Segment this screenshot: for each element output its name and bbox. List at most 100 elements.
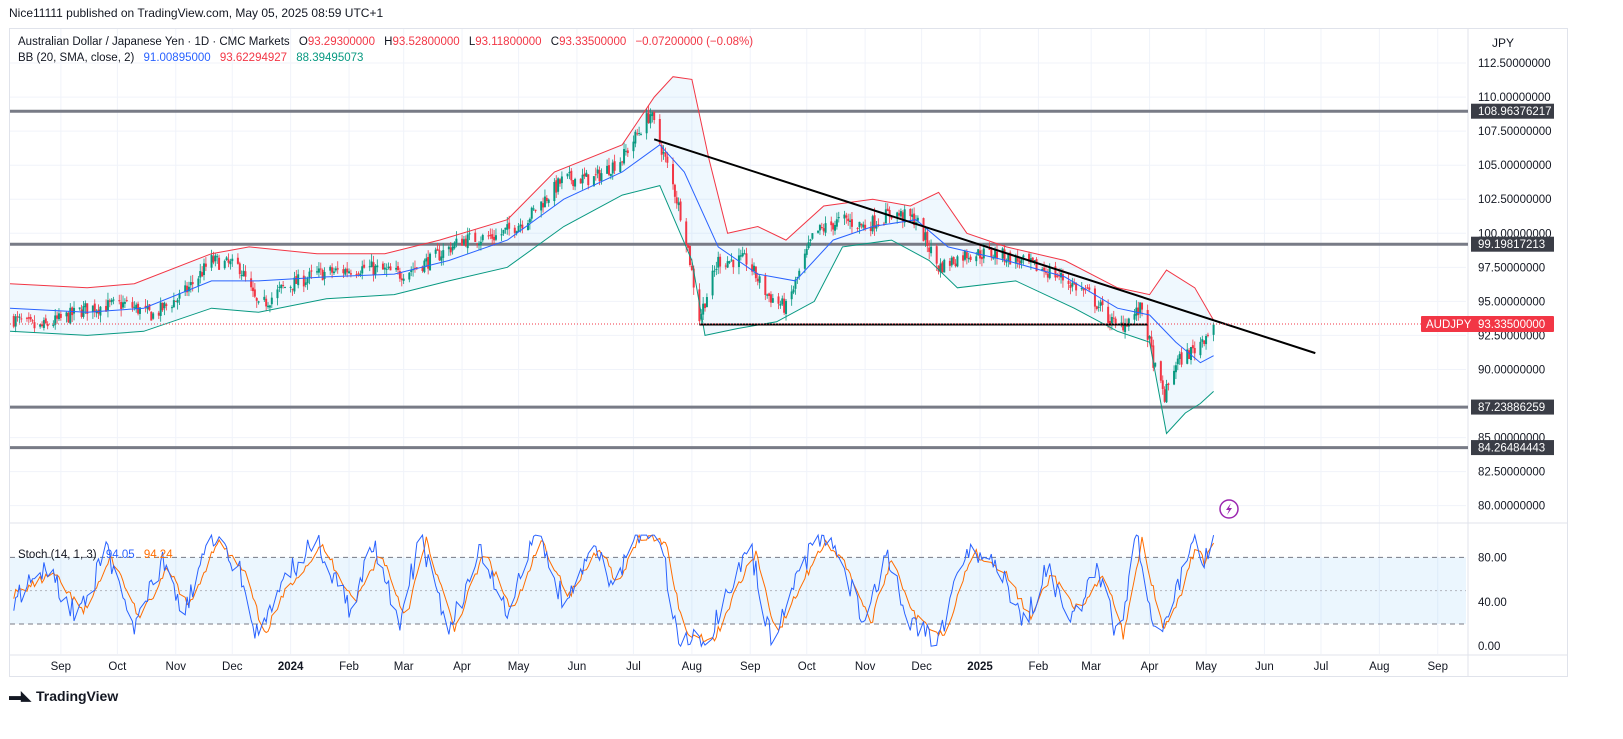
candle-body [937, 265, 940, 272]
candle-body [106, 300, 109, 311]
candle-body [280, 284, 283, 289]
candle-body [1043, 267, 1046, 272]
candle-body [862, 224, 865, 228]
candle-body [685, 221, 688, 246]
bb-label[interactable]: BB (20, SMA, close, 2) [18, 52, 135, 64]
candle-body [592, 176, 595, 187]
candle-body [623, 148, 626, 164]
candle-body [679, 201, 682, 221]
candle-body [1189, 346, 1192, 361]
candle-body [357, 273, 360, 275]
candle-body [566, 173, 569, 177]
candle-body [1163, 389, 1166, 402]
time-tick-label: Mar [1081, 661, 1101, 673]
candle-body [425, 258, 428, 262]
open-label: O [298, 36, 308, 48]
candle-body [1193, 347, 1196, 354]
candle-body [886, 208, 889, 212]
candle-body [943, 259, 946, 273]
candle-body [389, 266, 392, 271]
candle-body [348, 271, 351, 274]
candle-body [849, 220, 852, 222]
candle-body [651, 112, 654, 117]
price-tick-label: 80.00000000 [1478, 501, 1545, 513]
candle-body [645, 113, 648, 134]
candle-body [534, 209, 537, 212]
candle-body [1186, 349, 1189, 364]
candle-body [201, 272, 204, 277]
candle-body [504, 227, 507, 230]
candle-body [236, 257, 239, 264]
candle-body [871, 216, 874, 232]
candle-body [225, 257, 228, 260]
candle-body [1139, 302, 1142, 314]
lightning-icon[interactable] [1219, 499, 1239, 519]
candle-body [963, 250, 966, 260]
candle-body [218, 257, 221, 270]
candle-body [178, 292, 181, 299]
candle-body [449, 247, 452, 253]
candle-body [216, 256, 219, 258]
candle-body [244, 271, 247, 277]
stoch-k-line [13, 533, 1215, 648]
candle-body [52, 324, 55, 326]
candle-body [730, 259, 733, 261]
candle-body [86, 303, 89, 314]
candle-body [1093, 288, 1096, 307]
candle-body [451, 246, 454, 251]
price-axis: 112.50000000 110.00000000 107.50000000 105.… [1421, 58, 1554, 513]
candle-body [977, 249, 980, 256]
candle-body [1101, 300, 1104, 306]
stoch-label[interactable]: Stoch (14, 1, 3) [18, 549, 97, 561]
price-tick-label: 102.50000000 [1478, 194, 1552, 206]
candle-body [41, 324, 44, 327]
candle-body [702, 303, 705, 315]
lightning-icon-bolt [1226, 503, 1232, 515]
level-price-tag [1471, 440, 1554, 456]
candle-body [383, 267, 386, 270]
time-tick-label: Aug [1369, 661, 1389, 673]
candle-body [553, 181, 556, 202]
candle-body [621, 161, 624, 163]
candle-body [598, 169, 601, 182]
candle-body [732, 259, 735, 268]
candle-body [187, 286, 190, 292]
candle-body [250, 278, 253, 288]
candle-body [500, 234, 503, 236]
candle-body [1127, 318, 1130, 327]
candle-body [1114, 318, 1117, 324]
candle-body [120, 301, 123, 310]
price-tick-label: 112.50000000 [1478, 58, 1551, 70]
candle-body [329, 266, 332, 271]
candle-body [726, 261, 729, 268]
candle-body [1060, 272, 1063, 278]
candle-body [112, 299, 115, 301]
candle-body [429, 253, 432, 271]
candle-body [1033, 260, 1036, 262]
candle-body [626, 150, 629, 154]
candle-body [911, 214, 914, 217]
candle-body [994, 250, 997, 259]
currency-label[interactable]: JPY [1492, 36, 1515, 50]
time-tick-label: 2025 [967, 661, 993, 673]
time-tick-label: Feb [339, 661, 359, 673]
candle-body [461, 238, 464, 246]
candle-body [850, 219, 853, 227]
candle-body [434, 249, 437, 254]
ohlc-row: Australian Dollar / Japanese Yen · 1D · … [18, 34, 753, 50]
candle-body [532, 208, 535, 210]
candle-body [1097, 306, 1100, 308]
time-tick-label: Nov [855, 661, 876, 673]
candle-body [1005, 261, 1008, 263]
candle-body [980, 256, 983, 260]
tradingview-logo-icon: ▬◣ [9, 688, 31, 703]
candle-body [935, 246, 938, 264]
candle-body [80, 309, 83, 317]
candle-body [502, 229, 505, 234]
candle-body [611, 162, 614, 174]
candle-body [59, 313, 62, 318]
last-price-tag [1421, 316, 1554, 333]
candle-body [639, 134, 642, 136]
candle-body [1056, 275, 1059, 277]
